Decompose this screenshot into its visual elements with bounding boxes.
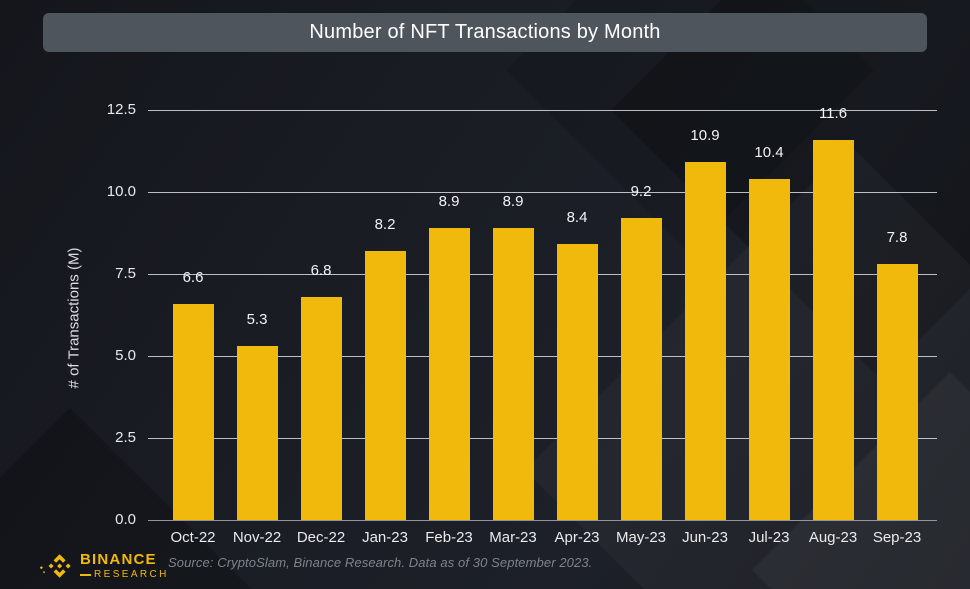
gridline (148, 110, 937, 111)
bar-value-label: 5.3 (246, 311, 268, 328)
gridline (148, 274, 937, 275)
x-tick-label: Feb-23 (425, 529, 473, 546)
bar-value-label: 6.6 (182, 269, 204, 286)
bar-value-label: 8.2 (374, 216, 396, 233)
bar-apr-23 (557, 244, 598, 520)
bar-value-label: 8.9 (502, 193, 524, 210)
x-tick-label: May-23 (615, 529, 667, 546)
x-tick-label: Jan-23 (362, 529, 408, 546)
x-tick-label: Oct-22 (170, 529, 216, 546)
y-tick-label: 5.0 (115, 347, 136, 364)
gridline (148, 192, 937, 193)
bar-value-label: 10.4 (754, 144, 784, 161)
bar-value-label: 6.8 (310, 262, 332, 279)
brand-sub-text: RESEARCH (94, 568, 169, 580)
bar-mar-23 (493, 228, 534, 520)
brand-name: BINANCE (80, 550, 157, 568)
bar-jul-23 (749, 179, 790, 520)
brand-text: BINANCE RESEARCH (80, 550, 169, 581)
x-tick-label: Aug-23 (808, 529, 858, 546)
bar-dec-22 (301, 297, 342, 520)
y-tick-label: 2.5 (115, 429, 136, 446)
bar-value-label: 11.6 (818, 105, 848, 122)
x-tick-label: Sep-23 (872, 529, 922, 546)
chart-title-bar: Number of NFT Transactions by Month (43, 13, 927, 52)
bar-jun-23 (685, 162, 726, 520)
y-tick-label: 10.0 (106, 183, 136, 200)
bar-value-label: 7.8 (886, 229, 908, 246)
binance-diamond-icon (39, 554, 71, 578)
x-tick-label: Apr-23 (554, 529, 600, 546)
bar-oct-22 (173, 304, 214, 520)
brand-subtitle: RESEARCH (80, 569, 169, 581)
bar-value-label: 9.2 (630, 183, 652, 200)
x-axis-baseline (148, 520, 937, 521)
bar-value-label: 10.9 (690, 127, 720, 144)
bar-jan-23 (365, 251, 406, 520)
gridline (148, 356, 937, 357)
y-tick-label: 7.5 (115, 265, 136, 282)
x-tick-label: Mar-23 (489, 529, 537, 546)
chart-title: Number of NFT Transactions by Month (309, 21, 661, 43)
bar-nov-22 (237, 346, 278, 520)
source-note: Source: CryptoSlam, Binance Research. Da… (168, 555, 593, 570)
x-tick-label: Dec-22 (296, 529, 346, 546)
bar-feb-23 (429, 228, 470, 520)
brand-dash (80, 573, 91, 576)
x-tick-label: Jul-23 (748, 529, 790, 546)
y-tick-label: 12.5 (106, 101, 136, 118)
y-tick-label: 0.0 (115, 511, 136, 528)
x-tick-label: Jun-23 (682, 529, 728, 546)
gridline (148, 438, 937, 439)
bar-may-23 (621, 218, 662, 520)
x-tick-label: Nov-22 (232, 529, 282, 546)
bar-value-label: 8.4 (566, 209, 588, 226)
bar-aug-23 (813, 140, 854, 520)
bar-sep-23 (877, 264, 918, 520)
bar-value-label: 8.9 (438, 193, 460, 210)
binance-research-logo: BINANCE RESEARCH (38, 548, 169, 584)
